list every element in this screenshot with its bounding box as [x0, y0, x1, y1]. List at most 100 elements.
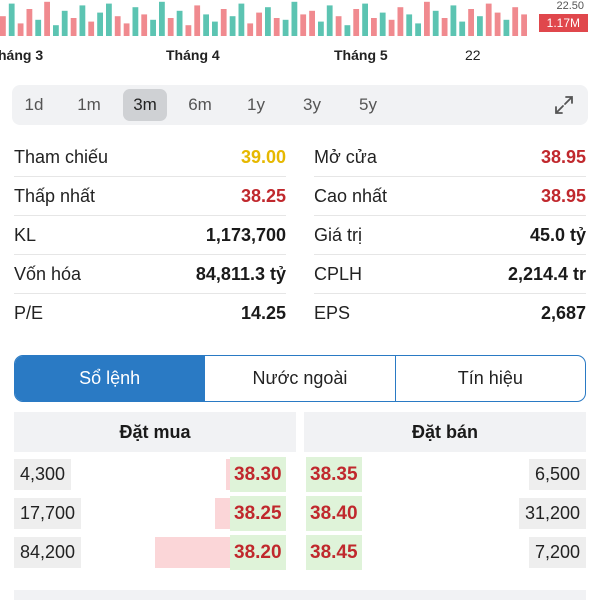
volume-bar [415, 23, 421, 36]
volume-bar [229, 16, 236, 36]
volume-bar [273, 18, 280, 36]
volume-chart [0, 1, 527, 37]
x-axis-label: Tháng 5 [334, 47, 388, 63]
stat-value: 38.25 [240, 185, 286, 206]
tab-foreign[interactable]: Nước ngoài [204, 356, 394, 401]
stat-reference-price: Tham chiếu 39.00 [14, 138, 286, 177]
sell-volume: 6,500 [528, 459, 586, 490]
volume-bar [256, 12, 262, 36]
volume-bar [265, 7, 271, 36]
volume-bar [97, 12, 103, 36]
stats-right-column: Mở cửa 38.95 Cao nhất 38.95 Giá trị 45.0… [314, 138, 586, 333]
volume-bar [123, 23, 130, 36]
x-axis: háng 3 Tháng 4 Tháng 5 22 [0, 47, 600, 67]
volume-bar [371, 18, 377, 36]
stat-outstanding-shares: CPLH 2,214.4 tr [314, 255, 586, 294]
stat-market-cap: Vốn hóa 84,811.3 tỷ [14, 255, 286, 294]
volume-bar [106, 3, 112, 37]
timeframe-3y[interactable]: 3y [303, 95, 321, 114]
tab-signals[interactable]: Tín hiệu [394, 356, 585, 401]
stat-label: Mở cửa [314, 146, 377, 167]
volume-bar [70, 18, 77, 36]
last-volume-badge: 1.17M [538, 14, 588, 32]
stat-label: Cao nhất [314, 185, 388, 206]
volume-bar [185, 25, 192, 36]
volume-bar [459, 21, 466, 36]
volume-bar [88, 21, 95, 36]
volume-bar [141, 14, 148, 36]
volume-bar [388, 19, 395, 36]
timeframe-1d[interactable]: 1d [24, 95, 44, 114]
volume-bar [247, 23, 254, 36]
volume-bar [35, 19, 42, 36]
volume-bar [114, 16, 121, 36]
x-axis-label: háng 3 [0, 47, 44, 63]
buy-price[interactable]: 38.25 [230, 496, 286, 531]
sell-volume: 31,200 [518, 498, 586, 529]
detail-tabs: Sổ lệnh Nước ngoài Tín hiệu [14, 355, 586, 402]
stat-value: 39.00 [240, 146, 286, 167]
sell-price[interactable]: 38.40 [306, 496, 362, 531]
stat-value: 2,214.4 tr [507, 263, 586, 284]
volume-bar [132, 7, 139, 36]
volume-bar [159, 1, 165, 37]
stat-label: CPLH [314, 263, 363, 284]
volume-bar [379, 12, 386, 36]
stat-value: 84,811.3 tỷ [195, 263, 286, 284]
volume-bar [362, 3, 368, 37]
sell-volume: 7,200 [528, 537, 586, 568]
volume-bar [167, 18, 174, 36]
volume-bar [150, 19, 156, 36]
stat-label: KL [14, 224, 37, 245]
volume-bar [282, 19, 289, 36]
volume-bar [432, 10, 439, 37]
timeframe-1m[interactable]: 1m [77, 95, 101, 114]
buy-header: Đặt mua [14, 412, 296, 452]
stat-volume: KL 1,173,700 [14, 216, 286, 255]
stat-open: Mở cửa 38.95 [314, 138, 586, 177]
sell-price[interactable]: 38.35 [306, 457, 362, 492]
stat-label: Tham chiếu [14, 146, 109, 167]
stat-eps: EPS 2,687 [314, 294, 586, 333]
stat-label: Giá trị [314, 224, 363, 245]
volume-bar [212, 21, 218, 36]
volume-bar [238, 3, 245, 37]
volume-bar [503, 19, 510, 36]
volume-bar [194, 5, 201, 37]
volume-bar [477, 16, 483, 36]
stat-label: Thấp nhất [14, 185, 96, 206]
buy-price[interactable]: 38.30 [230, 457, 286, 492]
buy-price[interactable]: 38.20 [230, 535, 286, 570]
stat-value: 2,687 [540, 303, 586, 323]
volume-bar [61, 10, 68, 37]
sell-price[interactable]: 38.45 [306, 535, 362, 570]
timeframe-5y[interactable]: 5y [359, 95, 377, 114]
volume-bar [17, 23, 24, 36]
volume-bar [309, 10, 315, 37]
volume-bar [53, 25, 59, 36]
stat-low: Thấp nhất 38.25 [14, 177, 286, 216]
expand-icon[interactable] [552, 93, 576, 117]
stat-label: EPS [314, 303, 351, 323]
volume-bar [521, 14, 527, 36]
tab-order-book[interactable]: Sổ lệnh [15, 356, 205, 401]
stat-label: Vốn hóa [14, 263, 82, 284]
order-book-row: 17,700 38.25 38.40 31,200 [14, 495, 586, 533]
stats-left-column: Tham chiếu 39.00 Thấp nhất 38.25 KL 1,17… [14, 138, 286, 333]
volume-bar [0, 16, 6, 36]
stat-value: 38.95 [540, 185, 586, 206]
buy-depth-bar [226, 459, 230, 490]
volume-bar [335, 16, 342, 36]
stat-value: 1,173,700 [205, 224, 286, 245]
timeframe-3m[interactable]: 3m [123, 89, 167, 121]
x-axis-label: 22 [465, 47, 481, 63]
timeframe-1y[interactable]: 1y [247, 95, 265, 114]
buy-volume: 17,700 [14, 498, 82, 529]
volume-bar [494, 12, 501, 36]
volume-bar [397, 7, 404, 36]
timeframe-6m[interactable]: 6m [188, 95, 212, 114]
stat-high: Cao nhất 38.95 [314, 177, 586, 216]
volume-bar [441, 18, 448, 36]
x-axis-label: Tháng 4 [166, 47, 220, 63]
stat-value: 45.0 tỷ [529, 224, 586, 245]
